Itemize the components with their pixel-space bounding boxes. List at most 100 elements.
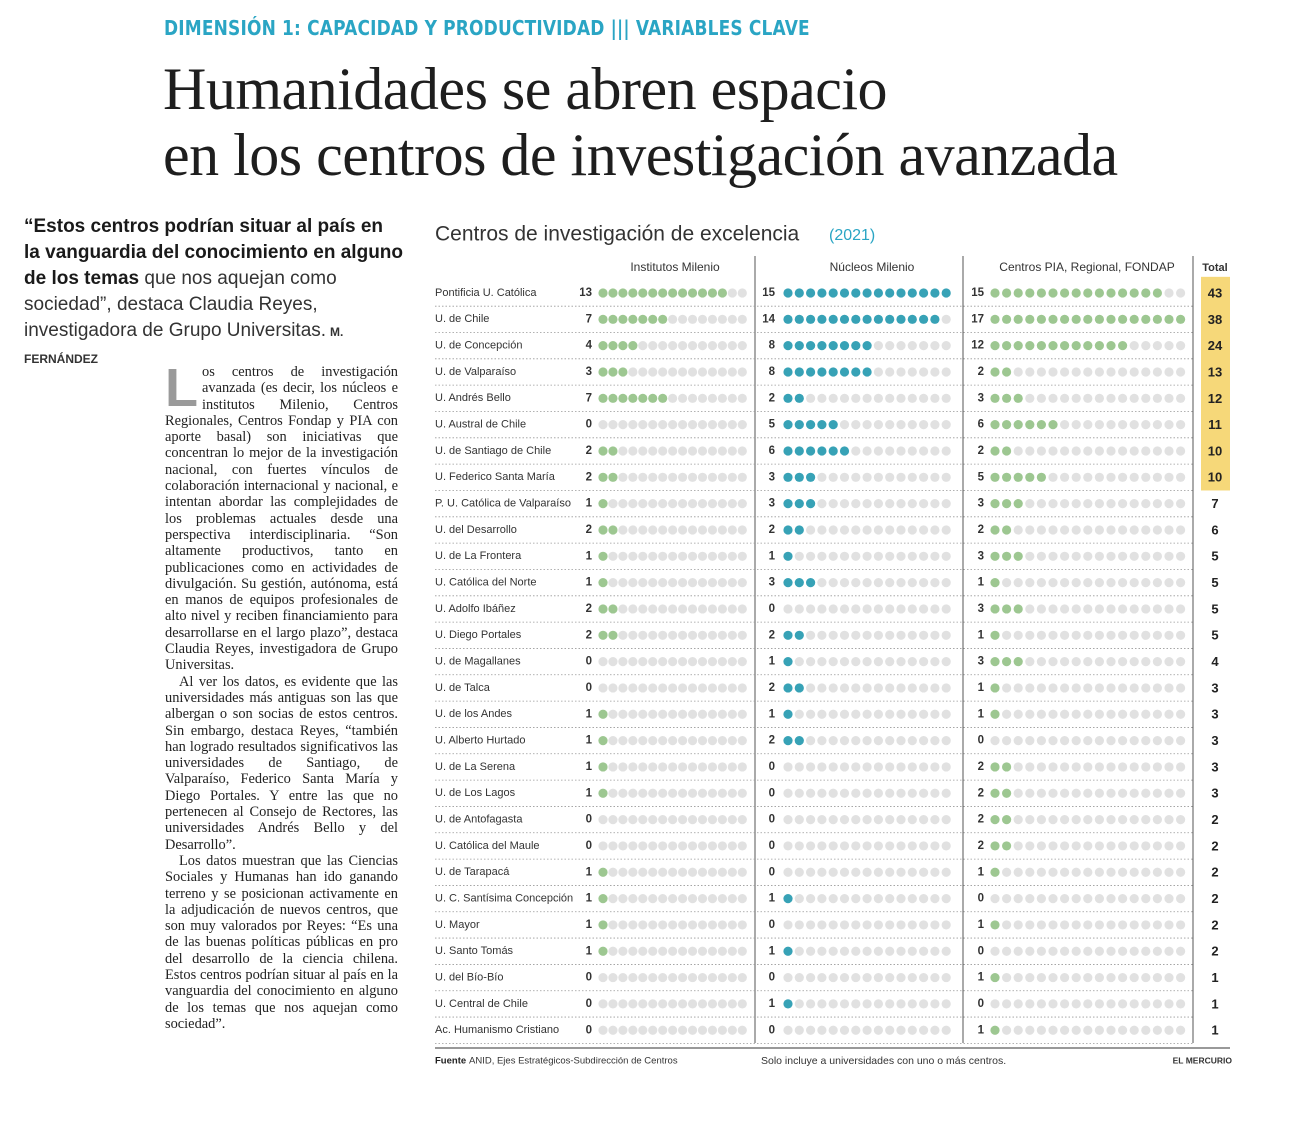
- dot-filled: [806, 578, 816, 588]
- dot-empty: [1025, 946, 1035, 956]
- dot-filled: [1118, 341, 1128, 351]
- dot-empty: [1036, 815, 1046, 825]
- dot-empty: [941, 630, 951, 640]
- dot-empty: [896, 972, 906, 983]
- dot-empty: [1013, 683, 1023, 693]
- dot-empty: [678, 893, 688, 904]
- count-label: 0: [586, 972, 592, 984]
- dot-empty: [1129, 788, 1139, 798]
- dot-empty: [1025, 841, 1035, 851]
- dot-empty: [839, 630, 850, 640]
- dot-empty: [638, 999, 648, 1009]
- dot-empty: [717, 393, 728, 403]
- dot-row: [990, 762, 1186, 772]
- dot-empty: [658, 709, 668, 719]
- dot-row: [990, 446, 1186, 456]
- dot-empty: [1048, 446, 1058, 456]
- dot-empty: [1164, 551, 1174, 561]
- dot-empty: [1060, 762, 1070, 772]
- dot-empty: [896, 472, 906, 482]
- dot-empty: [1060, 525, 1070, 535]
- dot-empty: [628, 841, 638, 851]
- dot-empty: [707, 393, 718, 403]
- dot-empty: [1060, 420, 1070, 430]
- dot-empty: [668, 446, 678, 456]
- dot-empty: [1048, 788, 1058, 798]
- dot-empty: [1071, 683, 1081, 693]
- dot-empty: [1048, 815, 1058, 825]
- dot-empty: [1083, 788, 1093, 798]
- dot-filled: [783, 367, 793, 377]
- dot-empty: [896, 446, 906, 456]
- dot-filled: [1094, 288, 1104, 298]
- dot-empty: [727, 393, 737, 403]
- dot-filled: [794, 736, 804, 746]
- dot-empty: [1176, 630, 1186, 640]
- dot-empty: [668, 314, 678, 324]
- dot-filled: [668, 288, 678, 298]
- dot-empty: [1083, 472, 1093, 482]
- dot-empty: [727, 683, 737, 693]
- dot-empty: [1048, 920, 1058, 930]
- dot-empty: [930, 867, 940, 877]
- dot-empty: [678, 709, 688, 719]
- dot-filled: [1002, 657, 1012, 667]
- dot-filled: [783, 630, 793, 640]
- dot-empty: [697, 499, 708, 509]
- dot-empty: [907, 815, 917, 825]
- dot-empty: [783, 1025, 793, 1035]
- dot-empty: [697, 999, 708, 1009]
- dot-empty: [1094, 815, 1104, 825]
- dot-row: [783, 446, 951, 456]
- dot-empty: [1071, 788, 1081, 798]
- dot-empty: [1036, 683, 1046, 693]
- dot-empty: [648, 788, 658, 798]
- count-label: 6: [978, 419, 984, 431]
- dot-filled: [628, 314, 638, 324]
- dot-empty: [598, 1025, 608, 1035]
- dot-filled: [794, 578, 804, 588]
- count-label: 6: [769, 445, 775, 457]
- dot-empty: [1164, 1025, 1174, 1035]
- dot-empty: [1118, 367, 1128, 377]
- dot-empty: [1118, 393, 1128, 403]
- dot-filled: [1071, 341, 1081, 351]
- dot-empty: [658, 736, 668, 746]
- dot-filled: [783, 683, 793, 693]
- dot-empty: [668, 551, 678, 561]
- dot-empty: [1152, 525, 1162, 535]
- dot-empty: [687, 815, 698, 825]
- dot-empty: [1048, 630, 1058, 640]
- dot-filled: [839, 367, 850, 377]
- count-label: 2: [586, 471, 592, 483]
- dot-empty: [1036, 736, 1046, 746]
- dot-row: [598, 472, 747, 482]
- dot-empty: [817, 472, 827, 482]
- dot-empty: [1164, 288, 1174, 298]
- dot-filled: [806, 446, 816, 456]
- dot-empty: [1060, 499, 1070, 509]
- dot-empty: [1164, 683, 1174, 693]
- dot-filled: [990, 393, 1000, 403]
- dot-empty: [608, 420, 618, 430]
- dot-filled: [990, 630, 1000, 640]
- dot-empty: [668, 367, 678, 377]
- dot-filled: [1002, 788, 1012, 798]
- dot-empty: [687, 762, 698, 772]
- dot-row: [598, 420, 747, 430]
- dot-filled: [783, 393, 793, 403]
- dot-empty: [1164, 578, 1174, 588]
- dot-empty: [697, 1025, 708, 1035]
- dot-empty: [839, 762, 850, 772]
- dot-empty: [817, 551, 827, 561]
- dot-empty: [628, 788, 638, 798]
- dot-empty: [1152, 815, 1162, 825]
- dot-row: [598, 367, 747, 377]
- dot-empty: [1036, 972, 1046, 983]
- total-label: 6: [1211, 522, 1218, 537]
- dot-filled: [828, 367, 838, 377]
- dot-empty: [1176, 867, 1186, 877]
- dot-empty: [727, 420, 737, 430]
- count-label: 7: [586, 392, 592, 404]
- count-label: 1: [978, 919, 985, 931]
